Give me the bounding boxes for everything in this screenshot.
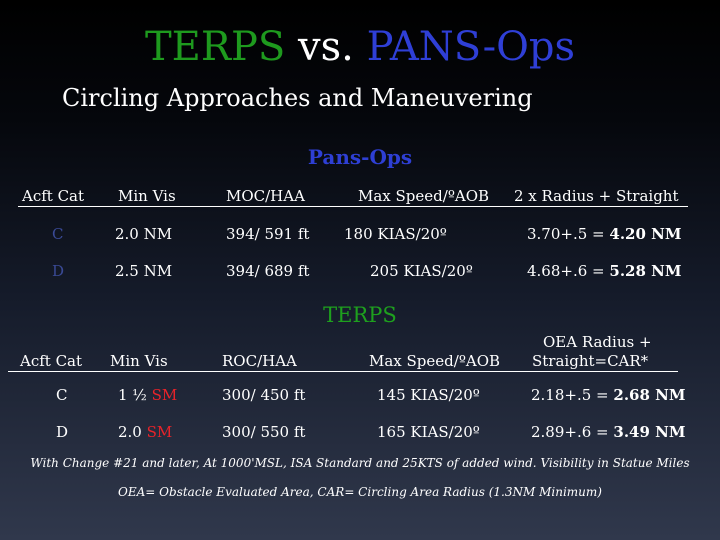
terps-row-c-vis-unit: SM	[151, 386, 178, 404]
terps-row-c-vis: 1 ½ SM	[118, 386, 177, 404]
pans-row-d-vis: 2.5 NM	[115, 262, 173, 280]
terps-heading: TERPS	[323, 303, 397, 327]
pans-row-c-radius: 3.70+.5 = 4.20 NM	[527, 225, 681, 243]
terps-row-d-roc: 300/ 550 ft	[222, 423, 306, 441]
terps-row-d-vis: 2.0 SM	[118, 423, 172, 441]
pans-row-c-speed: 180 KIAS/20º	[344, 225, 447, 243]
terps-header-roc: ROC/HAA	[222, 352, 297, 370]
pans-ops-heading: Pans-Ops	[307, 145, 413, 169]
title-terps: TERPS	[144, 24, 286, 70]
pans-header-underline	[18, 206, 688, 207]
terps-row-d-vis-num: 2.0	[118, 423, 142, 441]
terps-row-c-radius-result: 2.68 NM	[613, 386, 686, 404]
footnote-conditions: With Change #21 and later, At 1000'MSL, …	[30, 456, 690, 470]
terps-header-cat: Acft Cat	[20, 352, 83, 370]
pans-row-d-radius-result: 5.28 NM	[609, 262, 682, 280]
pans-header-cat: Acft Cat	[22, 187, 85, 205]
terps-row-c-radius: 2.18+.5 = 2.68 NM	[531, 386, 685, 404]
terps-row-d-radius-calc: 2.89+.6 =	[531, 423, 614, 441]
terps-header-underline	[8, 371, 678, 372]
terps-row-d-radius-result: 3.49 NM	[613, 423, 686, 441]
pans-row-c-moc: 394/ 591 ft	[226, 225, 310, 243]
pans-header-radius: 2 x Radius + Straight	[514, 187, 679, 205]
slide-subtitle: Circling Approaches and Maneuvering	[62, 84, 533, 112]
terps-row-c-roc: 300/ 450 ft	[222, 386, 306, 404]
slide-title: TERPS vs. PANS-Ops	[0, 22, 720, 72]
terps-row-c-vis-num: 1 ½	[118, 386, 147, 404]
terps-row-d-vis-unit: SM	[146, 423, 173, 441]
pans-row-d-moc: 394/ 689 ft	[226, 262, 310, 280]
pans-header-vis: Min Vis	[118, 187, 176, 205]
pans-header-moc: MOC/HAA	[226, 187, 305, 205]
terps-row-d-cat: D	[56, 423, 69, 441]
terps-row-c-radius-calc: 2.18+.5 =	[531, 386, 614, 404]
terps-row-c-cat: C	[56, 386, 68, 404]
footnote-definitions: OEA= Obstacle Evaluated Area, CAR= Circl…	[118, 485, 602, 499]
terps-header-speed: Max Speed/ºAOB	[369, 352, 501, 370]
pans-row-d-radius: 4.68+.6 = 5.28 NM	[527, 262, 681, 280]
pans-row-d-radius-calc: 4.68+.6 =	[527, 262, 610, 280]
pans-row-c-radius-result: 4.20 NM	[609, 225, 682, 243]
pans-row-d-speed: 205 KIAS/20º	[370, 262, 473, 280]
pans-row-c-vis: 2.0 NM	[115, 225, 173, 243]
terps-header-radius-line1: OEA Radius +	[543, 333, 652, 351]
terps-row-d-radius: 2.89+.6 = 3.49 NM	[531, 423, 685, 441]
title-pans-ops: PANS-Ops	[366, 24, 576, 70]
pans-row-c-radius-calc: 3.70+.5 =	[527, 225, 610, 243]
terps-row-d-speed: 165 KIAS/20º	[377, 423, 480, 441]
terps-row-c-speed: 145 KIAS/20º	[377, 386, 480, 404]
pans-row-d-cat: D	[52, 262, 65, 280]
pans-row-c-cat: C	[52, 225, 64, 243]
terps-header-vis: Min Vis	[110, 352, 168, 370]
pans-header-speed: Max Speed/ºAOB	[358, 187, 490, 205]
title-vs: vs.	[285, 24, 367, 70]
terps-header-radius-line2: Straight=CAR*	[532, 352, 649, 370]
